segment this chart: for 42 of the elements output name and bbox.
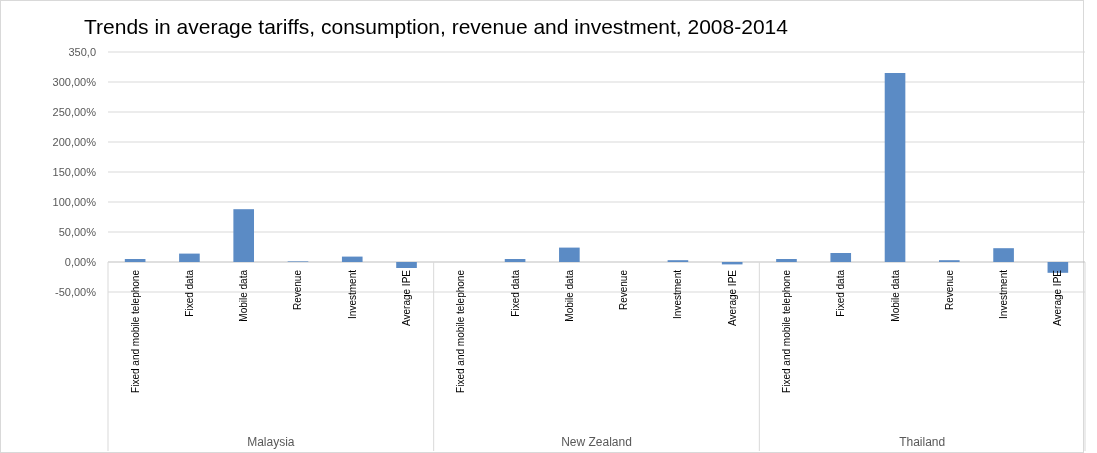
text: Malaysia [247, 435, 295, 449]
x-tick-label: Fixed and mobile telephone [129, 269, 141, 393]
bar [884, 73, 906, 262]
x-tick-label: Fixed and mobile telephone [780, 269, 792, 393]
x-tick-label: Revenue [943, 269, 955, 311]
bar [396, 262, 417, 268]
x-tick-label: Average IPE [1052, 269, 1064, 326]
bar [504, 259, 526, 262]
x-tick-label: Fixed data [183, 269, 195, 317]
x-tick-label: Average IPE [726, 269, 738, 326]
x-tick-label: Revenue [292, 269, 304, 311]
y-tick-label: 250,00% [52, 105, 97, 118]
y-tick-label: 350,0 [68, 45, 96, 58]
bar [776, 259, 797, 262]
x-tick-label: Investment [346, 269, 358, 319]
y-tick-label: 50,00% [58, 225, 97, 238]
text: New Zealand [561, 435, 632, 449]
bar [559, 247, 580, 262]
y-tick-label: 200,00% [52, 135, 97, 148]
bar [830, 253, 852, 262]
x-tick-label: Mobile data [889, 269, 901, 322]
bar [993, 248, 1014, 262]
bar [341, 256, 363, 262]
bar [233, 209, 255, 262]
chart-title: Trends in average tariffs, consumption, revenue and investment, 2008-2014 [84, 15, 789, 38]
text: Thailand [899, 435, 946, 449]
y-tick-label: 150,00% [52, 165, 97, 178]
x-tick-label: Average IPE [401, 269, 413, 326]
x-tick-label: Fixed data [835, 269, 847, 317]
x-tick-label: Investment [998, 269, 1010, 319]
x-tick-label: Fixed data [509, 269, 521, 317]
x-tick-label: Mobile data [238, 269, 250, 322]
bar [179, 253, 200, 262]
y-tick-label: 0,00% [64, 255, 97, 268]
bar [124, 259, 146, 262]
x-tick-label: Fixed and mobile telephone [455, 269, 467, 393]
y-tick-label: -50,00% [55, 285, 97, 298]
y-tick-label: 100,00% [52, 195, 97, 208]
x-tick-label: Investment [672, 269, 684, 319]
y-tick-label: 300,00% [52, 75, 97, 88]
x-tick-label: Mobile data [563, 269, 575, 322]
x-tick-label: Revenue [618, 269, 630, 311]
